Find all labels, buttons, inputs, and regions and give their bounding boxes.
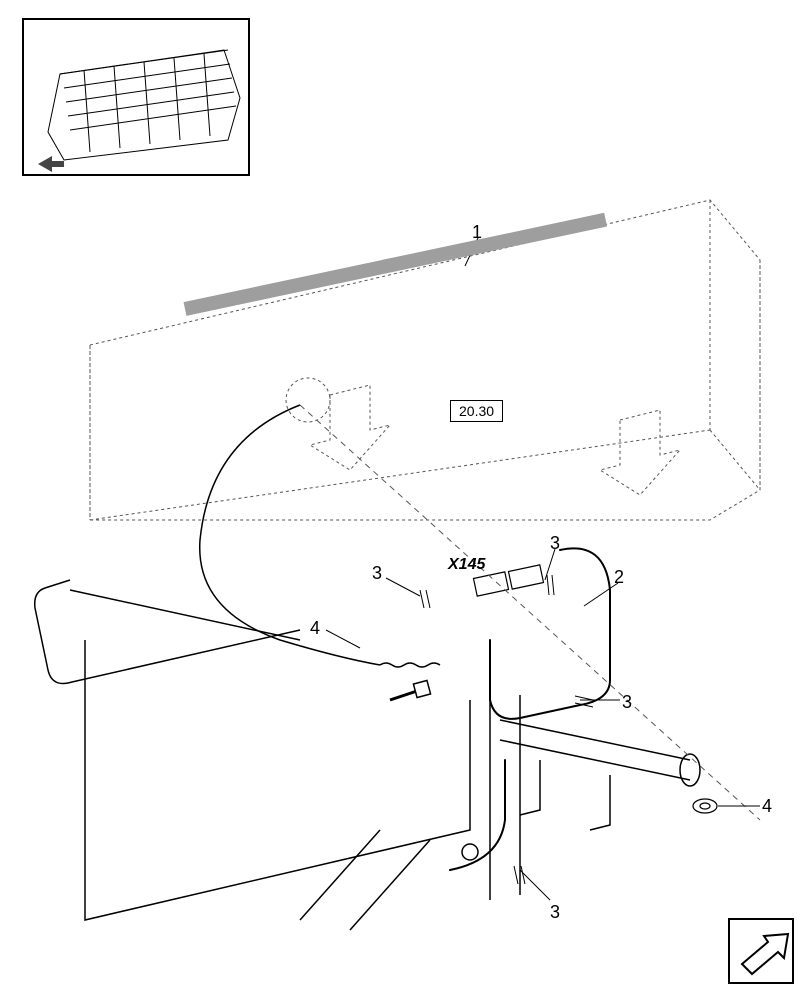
item-1-strip [184,213,608,316]
callout-3d: 3 [550,902,560,923]
callout-3a: 3 [550,533,560,554]
callout-1: 1 [472,222,482,243]
callout-2: 2 [614,567,624,588]
callout-4b: 4 [762,796,772,817]
assembly-thumbnail-box [22,18,250,176]
callout-3b: 3 [372,563,382,584]
connector-x145-label: X145 [448,556,485,574]
next-page-icon-box[interactable] [728,918,794,984]
section-ref-box: 20.30 [450,400,503,422]
callout-4a: 4 [310,618,320,639]
assembly-thumbnail-svg [24,20,252,178]
next-page-arrow-icon [730,920,796,986]
callout-3c: 3 [622,692,632,713]
page-root: 1 2 3 3 3 3 4 4 X145 20.30 [0,0,812,1000]
